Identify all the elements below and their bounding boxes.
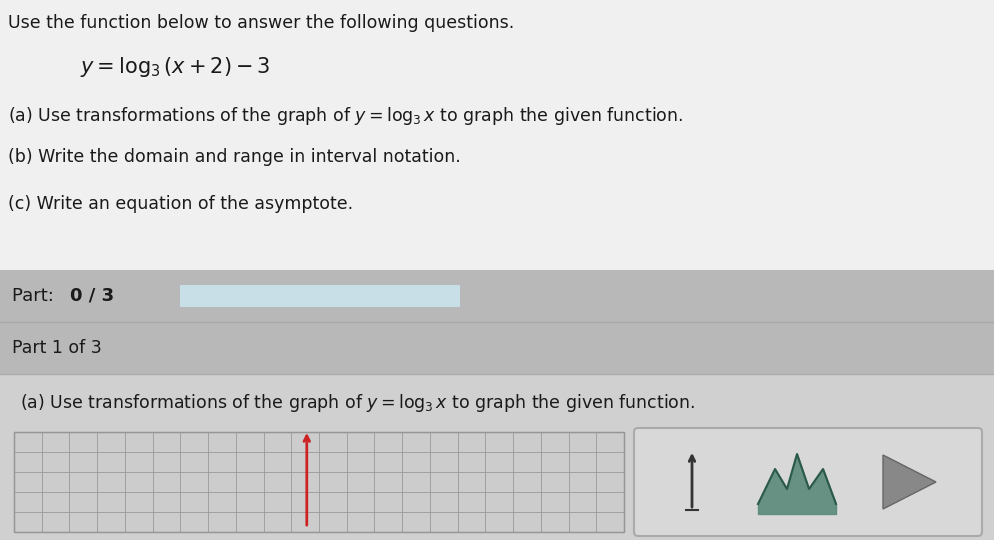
Text: Part 1 of 3: Part 1 of 3 (12, 339, 101, 357)
FancyBboxPatch shape (0, 270, 994, 322)
Polygon shape (883, 455, 936, 509)
FancyBboxPatch shape (634, 428, 982, 536)
Text: (b) Write the domain and range in interval notation.: (b) Write the domain and range in interv… (8, 148, 461, 166)
Text: (c) Write an equation of the asymptote.: (c) Write an equation of the asymptote. (8, 195, 353, 213)
FancyBboxPatch shape (0, 0, 994, 270)
FancyBboxPatch shape (14, 432, 624, 532)
Text: 0 / 3: 0 / 3 (70, 287, 114, 305)
FancyBboxPatch shape (180, 285, 460, 307)
FancyBboxPatch shape (0, 322, 994, 374)
FancyBboxPatch shape (0, 374, 994, 540)
Text: (a) Use transformations of the graph of $y=\log_3 x$ to graph the given function: (a) Use transformations of the graph of … (20, 392, 695, 414)
Text: $y=\log_3(x+2)-3$: $y=\log_3(x+2)-3$ (80, 55, 270, 79)
Text: Part:: Part: (12, 287, 60, 305)
Text: Use the function below to answer the following questions.: Use the function below to answer the fol… (8, 14, 514, 32)
Text: (a) Use transformations of the graph of $y=\log_3 x$ to graph the given function: (a) Use transformations of the graph of … (8, 105, 683, 127)
